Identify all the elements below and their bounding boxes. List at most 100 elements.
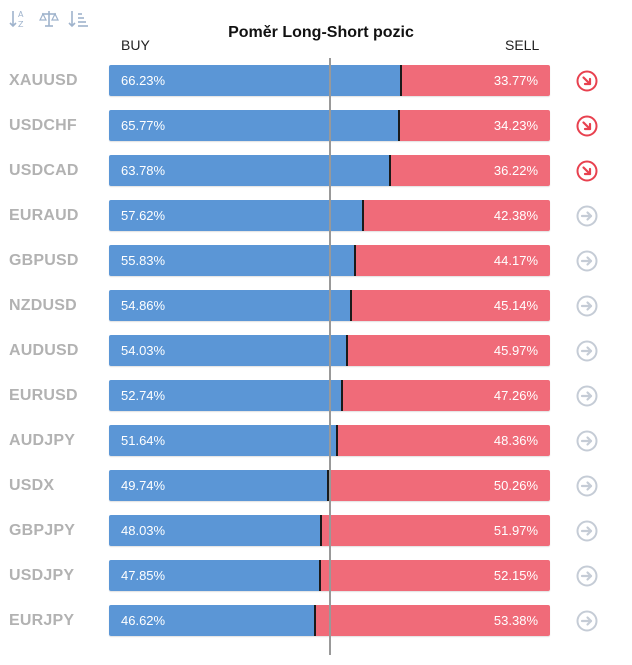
ratio-divider <box>350 290 352 321</box>
arrow-down-right-icon[interactable] <box>575 159 599 183</box>
buy-segment <box>109 200 363 231</box>
sell-segment <box>399 110 550 141</box>
symbol-label[interactable]: AUDJPY <box>9 432 76 449</box>
buy-segment <box>109 605 315 636</box>
buy-segment <box>109 290 351 321</box>
symbol-label[interactable]: XAUUSD <box>9 72 78 89</box>
buy-percent-label: 49.74% <box>121 478 166 493</box>
ratio-bar[interactable]: 51.64% 48.36% <box>109 425 550 456</box>
ratio-row: GBPUSD 55.83% 44.17% <box>0 240 632 285</box>
sell-percent-label: 52.15% <box>493 568 538 583</box>
ratio-divider <box>346 335 348 366</box>
buy-header: BUY <box>121 37 150 53</box>
buy-percent-label: 47.85% <box>121 568 166 583</box>
sell-percent-label: 34.23% <box>493 118 538 133</box>
buy-segment <box>109 380 342 411</box>
ratio-divider <box>327 470 329 501</box>
ratio-bar[interactable]: 47.85% 52.15% <box>109 560 550 591</box>
arrow-right-icon[interactable] <box>575 519 599 543</box>
sell-segment <box>321 515 550 546</box>
ratio-row: USDX 49.74% 50.26% <box>0 465 632 510</box>
ratio-bar[interactable]: 57.62% 42.38% <box>109 200 550 231</box>
sell-percent-label: 47.26% <box>493 388 538 403</box>
symbol-label[interactable]: GBPJPY <box>9 522 76 539</box>
sell-header: SELL <box>505 37 540 53</box>
buy-percent-label: 54.86% <box>121 298 166 313</box>
ratio-divider <box>336 425 338 456</box>
sell-percent-label: 53.38% <box>493 613 538 628</box>
sell-segment <box>337 425 550 456</box>
symbol-label[interactable]: EURJPY <box>9 612 75 629</box>
arrow-right-icon[interactable] <box>575 474 599 498</box>
arrow-down-right-icon[interactable] <box>575 114 599 138</box>
ratio-bar[interactable]: 65.77% 34.23% <box>109 110 550 141</box>
symbol-label[interactable]: USDX <box>9 477 55 494</box>
ratio-bar[interactable]: 55.83% 44.17% <box>109 245 550 276</box>
symbol-label[interactable]: USDCAD <box>9 162 79 179</box>
arrow-right-icon[interactable] <box>575 204 599 228</box>
symbol-label[interactable]: NZDUSD <box>9 297 77 314</box>
ratio-bar[interactable]: 54.86% 45.14% <box>109 290 550 321</box>
sell-percent-label: 45.14% <box>493 298 538 313</box>
ratio-bar[interactable]: 52.74% 47.26% <box>109 380 550 411</box>
sell-percent-label: 51.97% <box>493 523 538 538</box>
ratio-row: AUDJPY 51.64% 48.36% <box>0 420 632 465</box>
ratio-divider <box>319 560 321 591</box>
buy-segment <box>109 515 321 546</box>
ratio-bar[interactable]: 54.03% 45.97% <box>109 335 550 366</box>
buy-percent-label: 46.62% <box>121 613 166 628</box>
sell-segment <box>315 605 550 636</box>
arrow-down-right-icon[interactable] <box>575 69 599 93</box>
sell-percent-label: 36.22% <box>493 163 538 178</box>
ratio-row: AUDUSD 54.03% 45.97% <box>0 330 632 375</box>
svg-text:A: A <box>18 10 24 19</box>
sort-list-icon[interactable] <box>68 8 90 30</box>
buy-segment <box>109 110 399 141</box>
buy-segment <box>109 155 390 186</box>
ratio-row: GBPJPY 48.03% 51.97% <box>0 510 632 555</box>
symbol-label[interactable]: USDJPY <box>9 567 75 584</box>
ratio-row: USDCAD 63.78% 36.22% <box>0 150 632 195</box>
arrow-right-icon[interactable] <box>575 294 599 318</box>
arrow-right-icon[interactable] <box>575 564 599 588</box>
arrow-right-icon[interactable] <box>575 339 599 363</box>
ratio-bar[interactable]: 49.74% 50.26% <box>109 470 550 501</box>
buy-percent-label: 57.62% <box>121 208 166 223</box>
chart-title: Poměr Long-Short pozic <box>228 24 414 41</box>
ratio-divider <box>354 245 356 276</box>
arrow-right-icon[interactable] <box>575 609 599 633</box>
ratio-divider <box>320 515 322 546</box>
sell-percent-label: 42.38% <box>493 208 538 223</box>
symbol-label[interactable]: EURAUD <box>9 207 79 224</box>
ratio-bar[interactable]: 63.78% 36.22% <box>109 155 550 186</box>
sell-percent-label: 33.77% <box>493 73 538 88</box>
ratio-divider <box>362 200 364 231</box>
sell-segment <box>347 335 550 366</box>
symbol-label[interactable]: GBPUSD <box>9 252 79 269</box>
ratio-divider <box>389 155 391 186</box>
ratio-bar[interactable]: 46.62% 53.38% <box>109 605 550 636</box>
buy-percent-label: 66.23% <box>121 73 166 88</box>
sell-segment <box>351 290 550 321</box>
buy-segment <box>109 65 401 96</box>
buy-percent-label: 54.03% <box>121 343 166 358</box>
sell-percent-label: 50.26% <box>493 478 538 493</box>
ratio-bar[interactable]: 66.23% 33.77% <box>109 65 550 96</box>
arrow-right-icon[interactable] <box>575 384 599 408</box>
symbol-label[interactable]: USDCHF <box>9 117 77 134</box>
ratio-row: USDCHF 65.77% 34.23% <box>0 105 632 150</box>
ratio-bar[interactable]: 48.03% 51.97% <box>109 515 550 546</box>
sell-segment <box>328 470 550 501</box>
ratio-row: NZDUSD 54.86% 45.14% <box>0 285 632 330</box>
symbol-label[interactable]: AUDUSD <box>9 342 79 359</box>
balance-scale-icon[interactable] <box>38 8 60 30</box>
sell-percent-label: 48.36% <box>493 433 538 448</box>
buy-segment <box>109 425 337 456</box>
arrow-right-icon[interactable] <box>575 429 599 453</box>
sell-segment <box>390 155 550 186</box>
buy-segment <box>109 560 320 591</box>
buy-percent-label: 48.03% <box>121 523 166 538</box>
sort-alpha-icon[interactable]: A Z <box>8 8 30 30</box>
symbol-label[interactable]: EURUSD <box>9 387 78 404</box>
arrow-right-icon[interactable] <box>575 249 599 273</box>
